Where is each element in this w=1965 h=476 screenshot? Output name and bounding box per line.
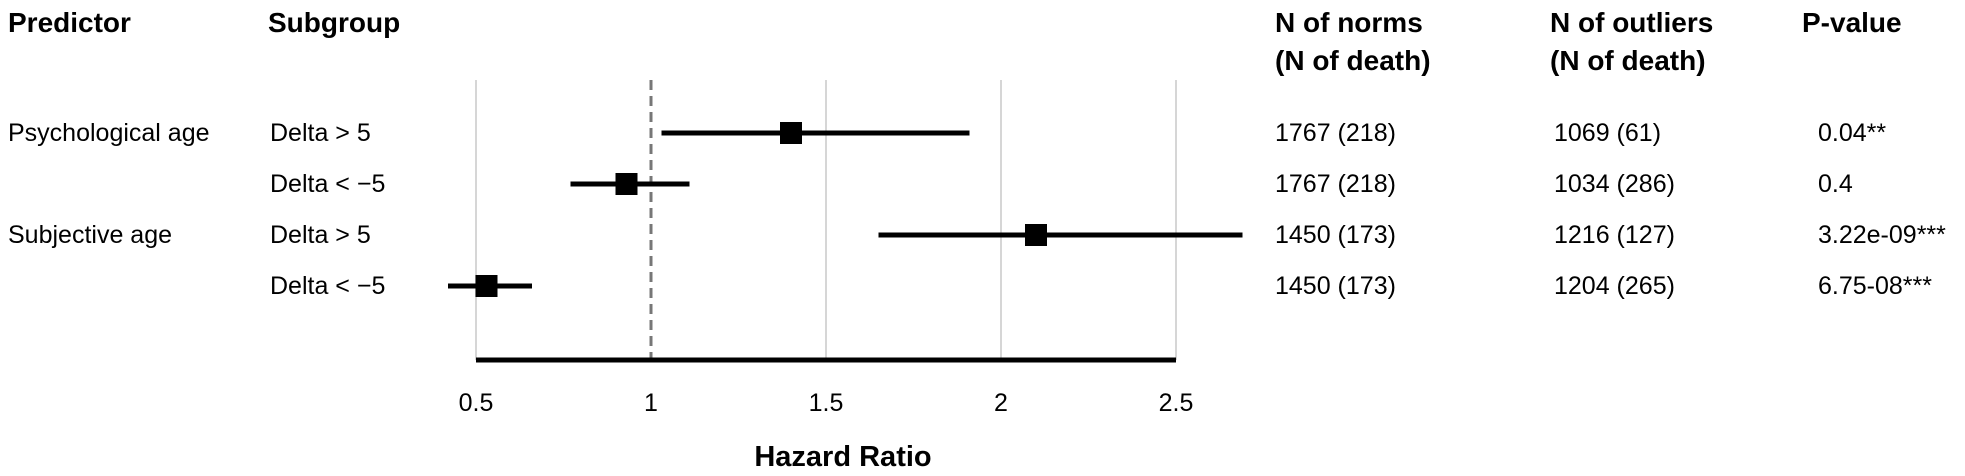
row-4-norms: 1450 (173) bbox=[1275, 272, 1396, 300]
row-3-pvalue: 3.22e-09*** bbox=[1818, 221, 1946, 249]
x-axis: 0.5 1 1.5 2 2.5 bbox=[459, 357, 1194, 417]
row-2-subgroup: Delta < −5 bbox=[270, 170, 386, 198]
estimates bbox=[448, 122, 1243, 297]
row-3-outliers: 1216 (127) bbox=[1554, 221, 1675, 249]
x-tick-label-1: 0.5 bbox=[459, 389, 494, 417]
x-tick-label-2: 1 bbox=[644, 389, 658, 417]
header-subgroup: Subgroup bbox=[268, 7, 401, 38]
row-2-outliers: 1034 (286) bbox=[1554, 170, 1675, 198]
row-1-norms: 1767 (218) bbox=[1275, 119, 1396, 147]
point-estimate-3 bbox=[1025, 224, 1047, 246]
row-1-subgroup: Delta > 5 bbox=[270, 119, 371, 147]
row-4-subgroup: Delta < −5 bbox=[270, 272, 386, 300]
row-3-predictor: Subjective age bbox=[8, 221, 173, 249]
row-4-pvalue: 6.75-08*** bbox=[1818, 272, 1932, 300]
x-tick-label-3: 1.5 bbox=[809, 389, 844, 417]
row-4-outliers: 1204 (265) bbox=[1554, 272, 1675, 300]
header-outliers: N of outliers (N of death) bbox=[1550, 4, 1713, 80]
point-estimate-4 bbox=[475, 275, 498, 297]
header-norms: N of norms (N of death) bbox=[1275, 4, 1431, 80]
header-outliers-line1: N of outliers bbox=[1550, 7, 1714, 38]
x-tick-label-5: 2.5 bbox=[1159, 389, 1194, 417]
x-tick-label-4: 2 bbox=[994, 389, 1008, 417]
header-pvalue: P-value bbox=[1802, 7, 1902, 38]
header-norms-line2: (N of death) bbox=[1275, 45, 1431, 76]
point-estimate-1 bbox=[780, 122, 802, 144]
header-predictor: Predictor bbox=[8, 7, 131, 38]
row-1-predictor: Psychological age bbox=[8, 119, 210, 147]
grid-lines bbox=[475, 80, 1177, 360]
row-2-pvalue: 0.4 bbox=[1818, 170, 1853, 198]
row-3-subgroup: Delta > 5 bbox=[270, 221, 371, 249]
row-2-norms: 1767 (218) bbox=[1275, 170, 1396, 198]
point-estimate-2 bbox=[615, 173, 638, 195]
header-outliers-line2: (N of death) bbox=[1550, 45, 1706, 76]
header-norms-line1: N of norms bbox=[1275, 7, 1423, 38]
row-1-pvalue: 0.04** bbox=[1818, 119, 1887, 147]
x-axis-label: Hazard Ratio bbox=[754, 441, 931, 473]
row-1-outliers: 1069 (61) bbox=[1554, 119, 1662, 147]
row-3-norms: 1450 (173) bbox=[1275, 221, 1396, 249]
